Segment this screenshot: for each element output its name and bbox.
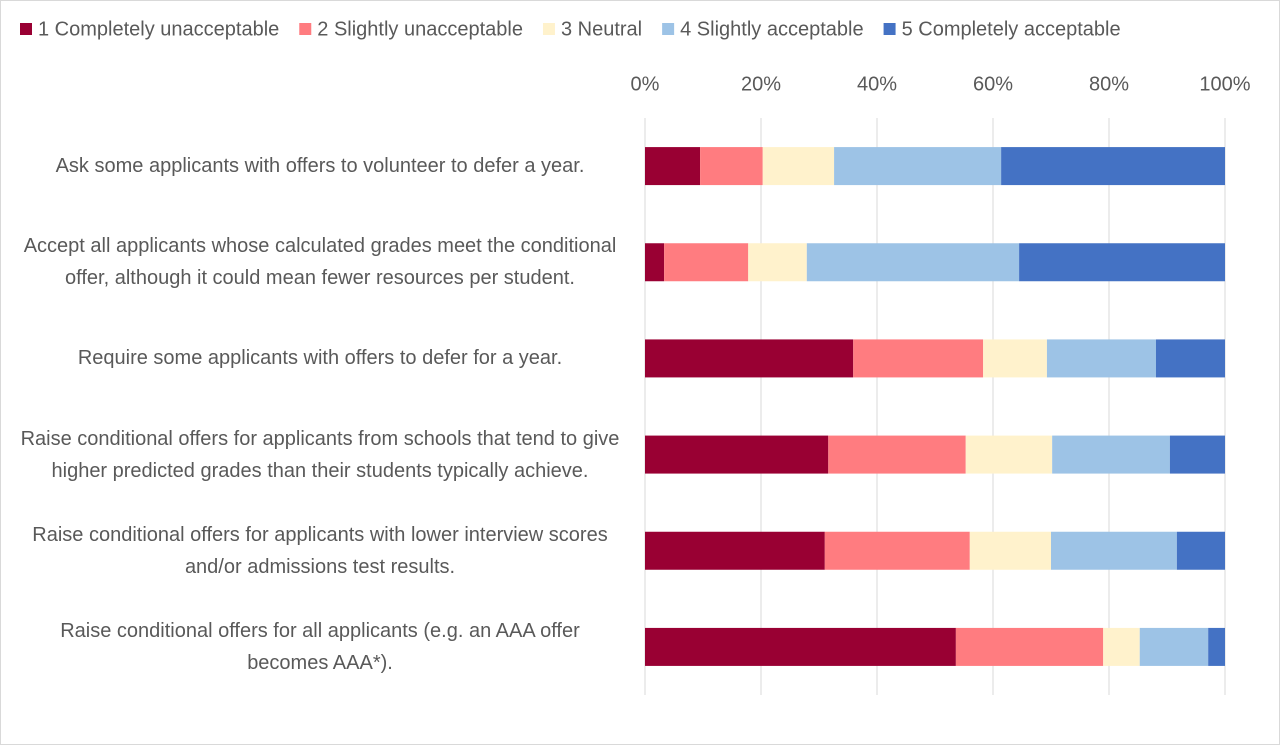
legend-swatch [883, 23, 896, 35]
legend-swatch [299, 23, 312, 35]
bar-segment [645, 147, 701, 186]
legend-swatch [662, 23, 675, 35]
legend-label: 2 Slightly unacceptable [317, 18, 523, 40]
bar-segment [645, 243, 665, 282]
bar-segment [955, 627, 1104, 666]
bar-segment [645, 531, 825, 570]
y-tick-label: Raise conditional offers for all applica… [60, 619, 580, 674]
legend-label: 1 Completely unacceptable [38, 18, 279, 40]
x-tick-label: 60% [973, 73, 1013, 95]
bar-segment [700, 147, 763, 186]
y-tick-label: Ask some applicants with offers to volun… [55, 155, 585, 178]
y-tick-label: Accept all applicants whose calculated g… [23, 235, 617, 290]
y-tick-label: Require some applicants with offers to d… [77, 347, 563, 370]
x-tick-label: 40% [857, 73, 897, 95]
bar-segment [853, 339, 984, 378]
bar-segment [1208, 627, 1225, 666]
x-tick-label: 80% [1089, 73, 1129, 95]
bar-segment [762, 147, 835, 186]
bar-segment [1169, 435, 1225, 474]
bar-segment [645, 627, 956, 666]
x-tick-label: 100% [1199, 73, 1250, 95]
bar-segment [1046, 339, 1156, 378]
bar-segment [806, 243, 1020, 282]
bar-segment [748, 243, 807, 282]
bar-segment [828, 435, 966, 474]
bar-segment [824, 531, 970, 570]
x-tick-label: 20% [741, 73, 781, 95]
legend-swatch [20, 23, 32, 35]
bar-segment [1139, 627, 1209, 666]
bar-segment [1001, 147, 1225, 186]
legend-label: 3 Neutral [561, 18, 642, 40]
bar-segment [983, 339, 1047, 378]
y-tick-label: Raise conditional offers for applicants … [20, 427, 620, 482]
bar-segment [1019, 243, 1225, 282]
bar-segment [1052, 435, 1170, 474]
bar-segment [1103, 627, 1140, 666]
bar-segment [664, 243, 749, 282]
bar-segment [1176, 531, 1225, 570]
y-tick-label: Raise conditional offers for applicants … [32, 523, 608, 578]
bar-segment [645, 435, 829, 474]
bar-segment [1155, 339, 1225, 378]
bar-segment [965, 435, 1053, 474]
x-tick-label: 0% [631, 73, 660, 95]
bar-segment [1051, 531, 1177, 570]
legend-label: 4 Slightly acceptable [680, 18, 863, 40]
bar-segment [969, 531, 1051, 570]
bar-segment [834, 147, 1002, 186]
legend-label: 5 Completely acceptable [902, 18, 1121, 40]
bar-segment [645, 339, 854, 378]
legend-swatch [542, 23, 555, 35]
